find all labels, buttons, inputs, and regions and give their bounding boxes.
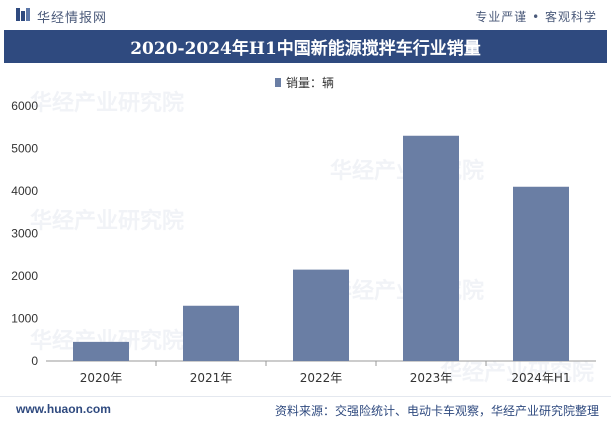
- chart-area: 华经产业研究院 华经产业研究院 华经产业研究院 华经产业研究院 华经产业研究院 …: [0, 63, 611, 395]
- chart-title: 2020-2024年H1中国新能源搅拌车行业销量: [130, 39, 481, 59]
- x-tick-label: 2023年: [410, 371, 453, 385]
- bar: [73, 341, 129, 361]
- legend-label: 销量：辆: [286, 76, 334, 90]
- x-tick-label: 2024年H1: [511, 371, 570, 385]
- x-tick-label: 2020年: [80, 371, 123, 385]
- y-tick-label: 2000: [11, 269, 38, 283]
- y-tick-label: 6000: [11, 99, 38, 113]
- y-tick-label: 5000: [11, 142, 38, 156]
- logo-icon: [16, 8, 30, 21]
- bar: [513, 186, 569, 361]
- bar: [403, 135, 459, 361]
- y-tick-label: 4000: [11, 184, 38, 198]
- footer: www.huaon.com 资料来源：交强险统计、电动卡车观察，华经产业研究院整…: [0, 396, 611, 426]
- top-bar: 华经情报网 专业严谨 • 客观科学: [0, 0, 611, 28]
- slogan: 专业严谨 • 客观科学: [475, 10, 597, 24]
- brand-name: 华经情报网: [37, 11, 108, 26]
- title-bar: 2020-2024年H1中国新能源搅拌车行业销量: [4, 30, 607, 63]
- y-tick-label: 3000: [11, 227, 38, 241]
- footer-url[interactable]: www.huaon.com: [16, 402, 111, 416]
- footer-source: 资料来源：交强险统计、电动卡车观察，华经产业研究院整理: [274, 404, 599, 418]
- bar: [183, 305, 239, 361]
- y-tick-label: 1000: [11, 312, 38, 326]
- x-tick-label: 2021年: [190, 371, 233, 385]
- y-tick-label: 0: [31, 354, 38, 368]
- legend-swatch: [275, 78, 281, 87]
- bar: [293, 269, 349, 361]
- x-tick-label: 2022年: [300, 371, 343, 385]
- bar-chart: 销量：辆 0 1000 2000 3000 4000 5000 6000 2020年 2021年 2…: [11, 76, 596, 385]
